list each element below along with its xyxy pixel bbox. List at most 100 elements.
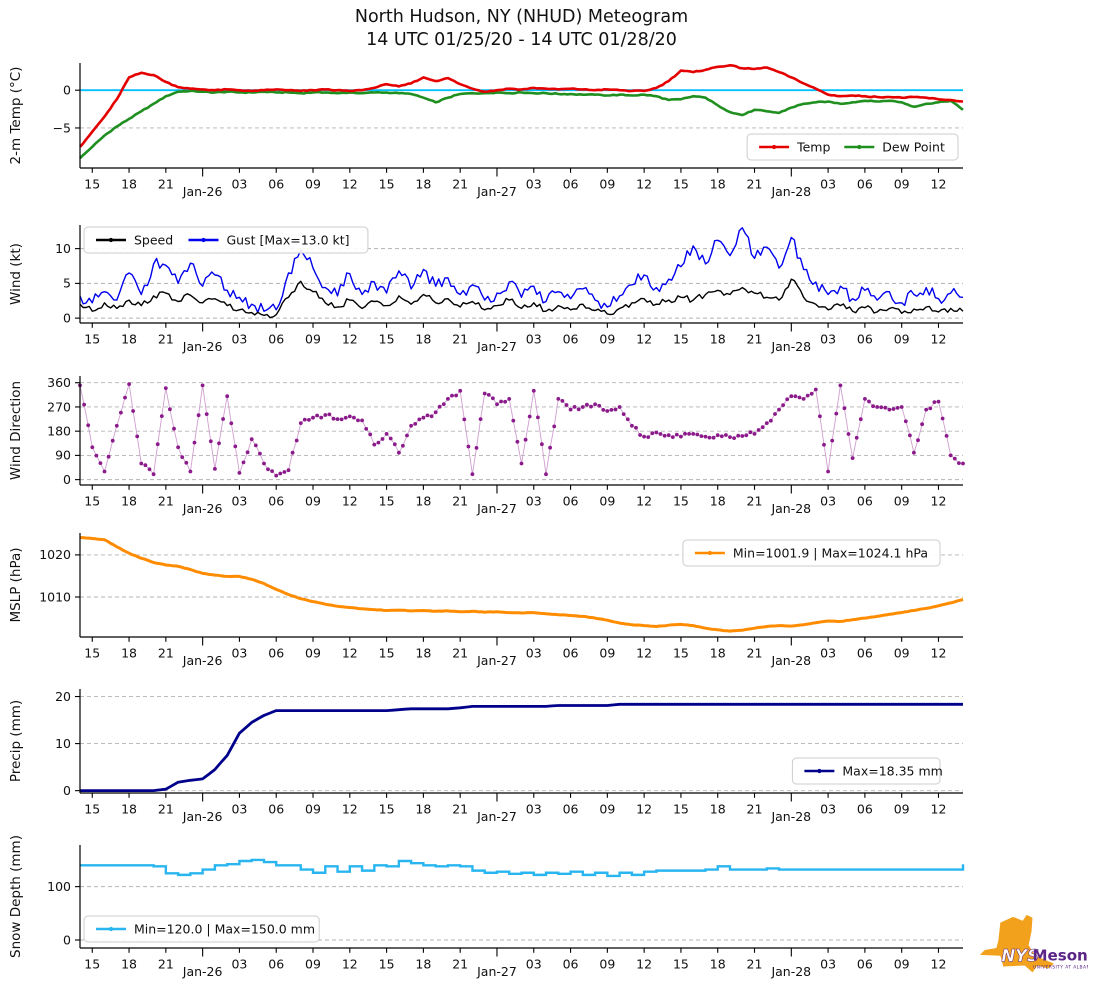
legend-label: Min=120.0 | Max=150.0 mm bbox=[134, 922, 315, 937]
panel-snow: 0 100 15 18 21 Jan-26 03 06 09 12 15 18 21 Jan-27 03 06… bbox=[8, 835, 965, 979]
x-tick-label: 06 bbox=[563, 646, 579, 661]
x-tick-label: 09 bbox=[599, 802, 615, 817]
x-tick-label: 03 bbox=[231, 646, 247, 661]
wind-direction-dot bbox=[826, 469, 830, 474]
wind-direction-dot bbox=[777, 407, 781, 412]
x-tick-label: 18 bbox=[121, 802, 137, 817]
wind-direction-dot bbox=[491, 396, 495, 401]
wind-direction-dot bbox=[707, 435, 712, 440]
wind-direction-dot bbox=[748, 430, 753, 435]
x-tick-label: 12 bbox=[636, 332, 652, 347]
x-tick-label: 12 bbox=[342, 957, 358, 972]
x-tick-label: 18 bbox=[710, 802, 726, 817]
wind-direction-dot bbox=[854, 435, 859, 440]
legend-wind: Speed Gust [Max=13.0 kt] bbox=[83, 226, 369, 254]
wind-direction-dot bbox=[450, 393, 454, 398]
x-tick-label: 21 bbox=[452, 957, 468, 972]
x-tick-label: 21 bbox=[452, 802, 468, 817]
y-tick-label: 90 bbox=[55, 448, 71, 463]
x-tick-label: 06 bbox=[857, 177, 873, 192]
series-precip-0 bbox=[80, 702, 963, 792]
x-tick-label: 06 bbox=[857, 802, 873, 817]
legend-precip: Max=18.35 mm bbox=[791, 757, 943, 785]
y-axis-label-snow: Snow Depth (mm) bbox=[8, 835, 24, 958]
wind-direction-dot bbox=[744, 433, 749, 438]
wind-direction-dot bbox=[429, 414, 434, 419]
wind-direction-dot bbox=[699, 434, 704, 438]
x-tick-label: 21 bbox=[452, 646, 468, 661]
x-tick-label: 03 bbox=[231, 957, 247, 972]
logo-nys-text: NYS bbox=[1001, 947, 1039, 966]
wind-direction-dot bbox=[147, 467, 152, 472]
wind-direction-dot bbox=[225, 394, 230, 399]
wind-direction-dot bbox=[756, 428, 761, 432]
x-tick-label: 15 bbox=[673, 957, 689, 972]
wind-direction-dot bbox=[217, 441, 221, 446]
wind-direction-dot bbox=[478, 417, 483, 421]
x-tick-label: Jan-26 bbox=[182, 501, 223, 516]
x-tick-label: Jan-26 bbox=[182, 339, 223, 354]
wind-direction-dot bbox=[323, 413, 328, 417]
wind-direction-dot bbox=[740, 434, 745, 438]
wind-direction-dot bbox=[258, 451, 262, 456]
wind-direction-dot bbox=[454, 393, 458, 398]
legend-sample-marker bbox=[857, 144, 862, 150]
y-axis-label-temp: 2-m Temp (°C) bbox=[8, 67, 24, 165]
wind-direction-dot bbox=[241, 460, 246, 465]
wind-direction-dot bbox=[687, 432, 691, 436]
wind-direction-dot bbox=[123, 395, 127, 400]
wind-direction-dot bbox=[327, 412, 332, 417]
wind-direction-dot bbox=[891, 407, 896, 411]
x-tick-label: 21 bbox=[747, 494, 763, 509]
wind-direction-dot bbox=[813, 387, 818, 392]
legend-box bbox=[791, 757, 941, 785]
wind-direction-dot bbox=[732, 436, 736, 440]
x-tick-label: 12 bbox=[342, 177, 358, 192]
x-tick-label: 21 bbox=[158, 177, 174, 192]
legend-temp: Temp Dew Point bbox=[746, 133, 959, 161]
x-tick-label: 06 bbox=[857, 957, 873, 972]
x-tick-label: 06 bbox=[268, 177, 284, 192]
wind-direction-dot bbox=[736, 433, 741, 438]
legend-sample-marker bbox=[201, 237, 206, 243]
wind-direction-dot bbox=[863, 397, 867, 401]
wind-direction-dot bbox=[413, 422, 418, 426]
wind-direction-dot bbox=[511, 418, 516, 423]
wind-direction-dot bbox=[703, 434, 708, 439]
x-tick-label: 06 bbox=[857, 332, 873, 347]
wind-direction-dot bbox=[335, 417, 340, 421]
wind-direction-dot bbox=[270, 469, 274, 473]
wind-direction-dot bbox=[670, 435, 675, 439]
wind-direction-dot bbox=[679, 434, 683, 439]
x-tick-label: 12 bbox=[931, 646, 947, 661]
x-tick-label: 21 bbox=[747, 177, 763, 192]
x-tick-label: Jan-27 bbox=[476, 964, 517, 979]
wind-direction-dot bbox=[499, 399, 503, 404]
y-axis-label-wdir: Wind Direction bbox=[8, 381, 24, 480]
x-tick-label: 12 bbox=[931, 957, 947, 972]
x-tick-label: 09 bbox=[599, 494, 615, 509]
x-tick-label: 18 bbox=[121, 332, 137, 347]
wind-direction-dot bbox=[858, 417, 863, 422]
x-tick-label: 15 bbox=[84, 494, 100, 509]
wind-direction-dot bbox=[589, 404, 593, 409]
series-mslp-0 bbox=[80, 536, 964, 633]
wind-direction-dot bbox=[360, 418, 364, 423]
wind-direction-dot bbox=[184, 460, 189, 465]
wind-direction-dot bbox=[548, 445, 552, 450]
wind-direction-dot bbox=[940, 416, 945, 421]
panel-temp: 0 −5 15 18 21 Jan-26 03 06 09 12 15 18 21 Jan-27 03 06 0… bbox=[8, 63, 964, 199]
wind-direction-dot bbox=[752, 432, 757, 436]
x-tick-label: 12 bbox=[931, 802, 947, 817]
legend-box bbox=[83, 915, 320, 943]
wind-direction-dot bbox=[437, 404, 442, 409]
x-tick-label: 06 bbox=[268, 494, 284, 509]
y-tick-label: −5 bbox=[53, 120, 71, 135]
nys-mesonet-logo: NYS Mesonet UNIVERSITY AT ALBANY bbox=[976, 908, 1094, 988]
x-tick-label: 03 bbox=[526, 646, 542, 661]
wind-direction-dot bbox=[278, 471, 283, 476]
x-tick-label: 21 bbox=[747, 646, 763, 661]
x-tick-label: Jan-27 bbox=[476, 809, 517, 824]
x-tick-label: Jan-28 bbox=[770, 501, 811, 516]
wind-direction-dot bbox=[920, 422, 924, 427]
